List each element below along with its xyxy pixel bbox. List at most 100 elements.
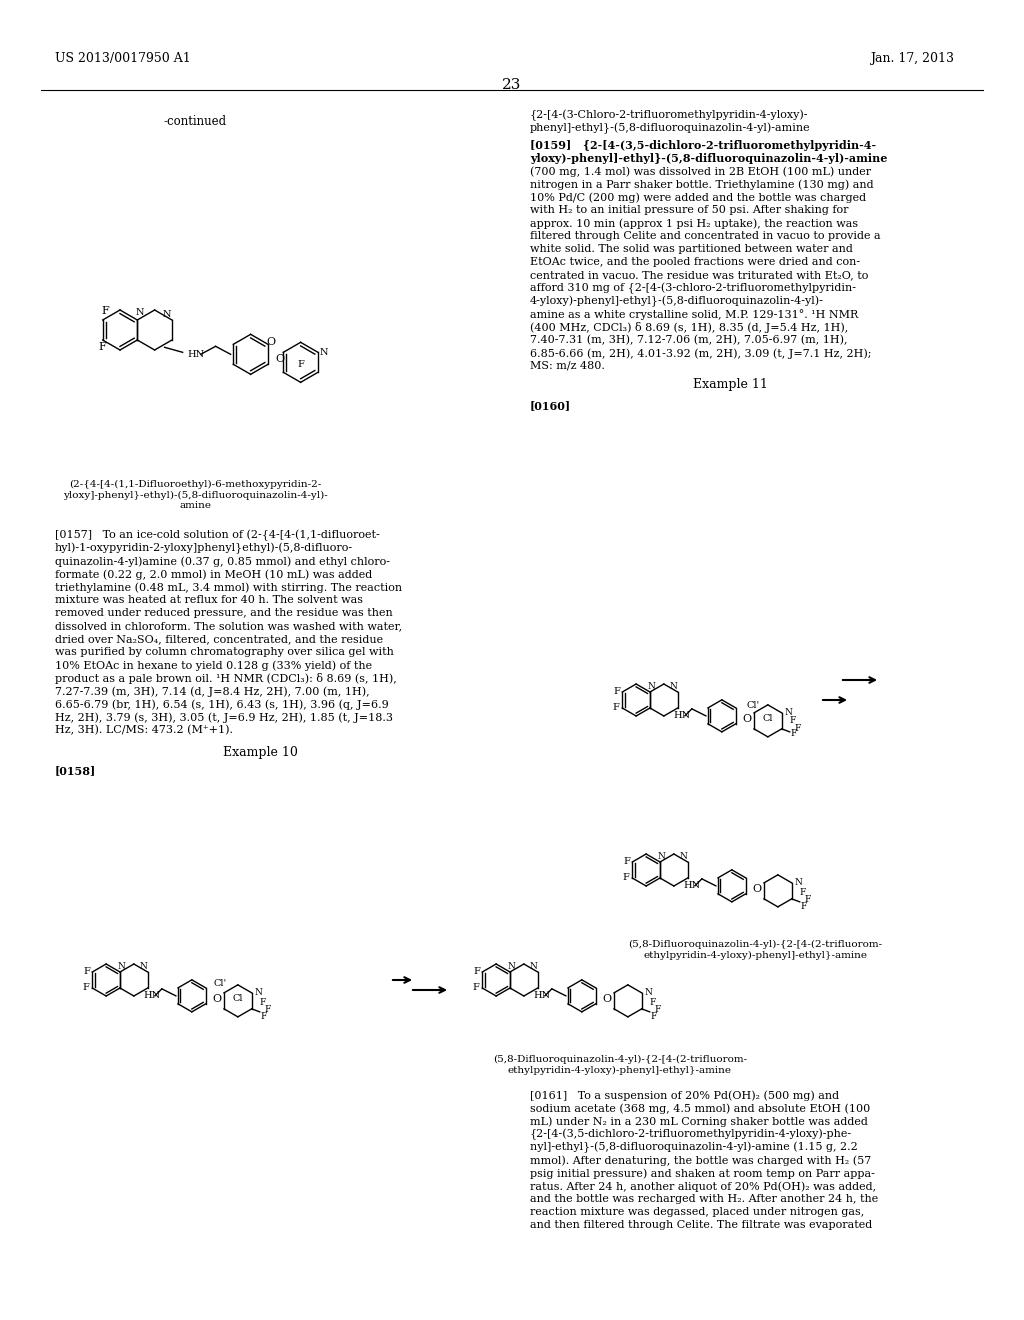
Text: N: N [163,310,171,319]
Text: yloxy)-phenyl]-ethyl}-(5,8-difluoroquinazolin-4-yl)-amine: yloxy)-phenyl]-ethyl}-(5,8-difluoroquina… [530,153,888,164]
Text: (2-{4-[4-(1,1-Difluoroethyl)-6-methoxypyridin-2-
yloxy]-phenyl}-ethyl)-(5,8-difl: (2-{4-[4-(1,1-Difluoroethyl)-6-methoxypy… [62,480,328,510]
Text: F: F [613,688,621,697]
Text: O: O [213,994,222,1003]
Text: mL) under N₂ in a 230 mL Corning shaker bottle was added: mL) under N₂ in a 230 mL Corning shaker … [530,1115,868,1126]
Text: Hz, 3H). LC/MS: 473.2 (M⁺+1).: Hz, 3H). LC/MS: 473.2 (M⁺+1). [55,725,233,735]
Text: quinazolin-4-yl)amine (0.37 g, 0.85 mmol) and ethyl chloro-: quinazolin-4-yl)amine (0.37 g, 0.85 mmol… [55,556,390,566]
Text: N: N [140,962,147,970]
Text: was purified by column chromatography over silica gel with: was purified by column chromatography ov… [55,647,394,657]
Text: hyl)-1-oxypyridin-2-yloxy]phenyl}ethyl)-(5,8-difluoro-: hyl)-1-oxypyridin-2-yloxy]phenyl}ethyl)-… [55,543,353,554]
Text: F: F [790,717,796,726]
Text: F: F [650,1012,657,1022]
Text: {2-[4-(3-Chloro-2-trifluoromethylpyridin-4-yloxy)-: {2-[4-(3-Chloro-2-trifluoromethylpyridin… [530,110,809,121]
Text: [0159]   {2-[4-(3,5-dichloro-2-trifluoromethylpyridin-4-: [0159] {2-[4-(3,5-dichloro-2-trifluorome… [530,140,877,150]
Text: F: F [83,983,90,993]
Text: with H₂ to an initial pressure of 50 psi. After shaking for: with H₂ to an initial pressure of 50 psi… [530,205,849,215]
Text: centrated in vacuo. The residue was triturated with Et₂O, to: centrated in vacuo. The residue was trit… [530,271,868,280]
Text: removed under reduced pressure, and the residue was then: removed under reduced pressure, and the … [55,609,393,618]
Text: ratus. After 24 h, another aliquot of 20% Pd(OH)₂ was added,: ratus. After 24 h, another aliquot of 20… [530,1181,877,1192]
Text: F: F [297,360,304,368]
Text: 10% EtOAc in hexane to yield 0.128 g (33% yield) of the: 10% EtOAc in hexane to yield 0.128 g (33… [55,660,372,671]
Text: {2-[4-(3,5-dichloro-2-trifluoromethylpyridin-4-yloxy)-phe-: {2-[4-(3,5-dichloro-2-trifluoromethylpyr… [530,1129,852,1140]
Text: O: O [275,354,285,364]
Text: dissolved in chloroform. The solution was washed with water,: dissolved in chloroform. The solution wa… [55,620,402,631]
Text: F: F [624,858,631,866]
Text: F: F [474,968,480,977]
Text: O: O [603,994,612,1003]
Text: 10% Pd/C (200 mg) were added and the bottle was charged: 10% Pd/C (200 mg) were added and the bot… [530,191,866,202]
Text: Example 10: Example 10 [222,746,297,759]
Text: N: N [135,308,144,317]
Text: reaction mixture was degassed, placed under nitrogen gas,: reaction mixture was degassed, placed un… [530,1206,864,1217]
Text: N: N [255,989,262,998]
Text: and the bottle was recharged with H₂. After another 24 h, the: and the bottle was recharged with H₂. Af… [530,1195,879,1204]
Text: and then filtered through Celite. The filtrate was evaporated: and then filtered through Celite. The fi… [530,1220,872,1230]
Text: HN: HN [674,711,691,721]
Text: Jan. 17, 2013: Jan. 17, 2013 [870,51,954,65]
Text: F: F [84,968,91,977]
Text: psig initial pressure) and shaken at room temp on Parr appa-: psig initial pressure) and shaken at roo… [530,1168,874,1179]
Text: [0161]   To a suspension of 20% Pd(OH)₂ (500 mg) and: [0161] To a suspension of 20% Pd(OH)₂ (5… [530,1090,839,1101]
Text: MS: m/z 480.: MS: m/z 480. [530,360,605,371]
Text: phenyl]-ethyl}-(5,8-difluoroquinazolin-4-yl)-amine: phenyl]-ethyl}-(5,8-difluoroquinazolin-4… [530,123,811,135]
Text: F: F [795,725,801,734]
Text: F: F [623,874,630,883]
Text: (5,8-Difluoroquinazolin-4-yl)-{2-[4-(2-trifluorom-
ethylpyridin-4-yloxy)-phenyl]: (5,8-Difluoroquinazolin-4-yl)-{2-[4-(2-t… [493,1055,748,1074]
Text: formate (0.22 g, 2.0 mmol) in MeOH (10 mL) was added: formate (0.22 g, 2.0 mmol) in MeOH (10 m… [55,569,373,579]
Text: N: N [508,962,516,970]
Text: 6.65-6.79 (br, 1H), 6.54 (s, 1H), 6.43 (s, 1H), 3.96 (q, J=6.9: 6.65-6.79 (br, 1H), 6.54 (s, 1H), 6.43 (… [55,700,389,710]
Text: N: N [648,681,655,690]
Text: sodium acetate (368 mg, 4.5 mmol) and absolute EtOH (100: sodium acetate (368 mg, 4.5 mmol) and ab… [530,1104,870,1114]
Text: F: F [265,1006,271,1014]
Text: HN: HN [187,350,205,359]
Text: (700 mg, 1.4 mol) was dissolved in 2B EtOH (100 mL) under: (700 mg, 1.4 mol) was dissolved in 2B Et… [530,166,871,177]
Text: 7.40-7.31 (m, 3H), 7.12-7.06 (m, 2H), 7.05-6.97 (m, 1H),: 7.40-7.31 (m, 3H), 7.12-7.06 (m, 2H), 7.… [530,335,848,346]
Text: N: N [645,989,652,998]
Text: US 2013/0017950 A1: US 2013/0017950 A1 [55,51,190,65]
Text: approx. 10 min (approx 1 psi H₂ uptake), the reaction was: approx. 10 min (approx 1 psi H₂ uptake),… [530,218,858,228]
Text: N: N [118,962,126,970]
Text: mmol). After denaturing, the bottle was charged with H₂ (57: mmol). After denaturing, the bottle was … [530,1155,871,1166]
Text: N: N [529,962,538,970]
Text: afford 310 mg of {2-[4-(3-chloro-2-trifluoromethylpyridin-: afford 310 mg of {2-[4-(3-chloro-2-trifl… [530,282,856,294]
Text: N: N [657,851,666,861]
Text: 7.27-7.39 (m, 3H), 7.14 (d, J=8.4 Hz, 2H), 7.00 (m, 1H),: 7.27-7.39 (m, 3H), 7.14 (d, J=8.4 Hz, 2H… [55,686,370,697]
Text: F: F [473,983,479,993]
Text: F: F [101,306,109,315]
Text: -continued: -continued [164,115,226,128]
Text: N: N [670,681,678,690]
Text: HN: HN [684,882,701,891]
Text: Cl': Cl' [213,979,226,989]
Text: F: F [649,998,656,1007]
Text: F: F [612,704,620,713]
Text: nitrogen in a Parr shaker bottle. Triethylamine (130 mg) and: nitrogen in a Parr shaker bottle. Trieth… [530,180,873,190]
Text: F: F [791,730,797,738]
Text: triethylamine (0.48 mL, 3.4 mmol) with stirring. The reaction: triethylamine (0.48 mL, 3.4 mmol) with s… [55,582,402,593]
Text: [0157]   To an ice-cold solution of (2-{4-[4-(1,1-difluoroet-: [0157] To an ice-cold solution of (2-{4-… [55,531,380,541]
Text: 23: 23 [503,78,521,92]
Text: N: N [795,878,803,887]
Text: white solid. The solid was partitioned between water and: white solid. The solid was partitioned b… [530,244,853,253]
Text: Hz, 2H), 3.79 (s, 3H), 3.05 (t, J=6.9 Hz, 2H), 1.85 (t, J=18.3: Hz, 2H), 3.79 (s, 3H), 3.05 (t, J=6.9 Hz… [55,711,393,722]
Text: N: N [784,709,793,717]
Text: Cl': Cl' [746,701,760,710]
Text: [0160]: [0160] [530,400,571,411]
Text: (400 MHz, CDCl₃) δ 8.69 (s, 1H), 8.35 (d, J=5.4 Hz, 1H),: (400 MHz, CDCl₃) δ 8.69 (s, 1H), 8.35 (d… [530,322,848,333]
Text: mixture was heated at reflux for 40 h. The solvent was: mixture was heated at reflux for 40 h. T… [55,595,362,605]
Text: F: F [805,895,811,904]
Text: HN: HN [534,991,551,1001]
Text: F: F [800,888,806,898]
Text: F: F [261,1012,267,1022]
Text: F: F [260,998,266,1007]
Text: 6.85-6.66 (m, 2H), 4.01-3.92 (m, 2H), 3.09 (t, J=7.1 Hz, 2H);: 6.85-6.66 (m, 2H), 4.01-3.92 (m, 2H), 3.… [530,348,871,359]
Text: Example 11: Example 11 [692,378,767,391]
Text: N: N [680,851,688,861]
Text: EtOAc twice, and the pooled fractions were dried and con-: EtOAc twice, and the pooled fractions we… [530,257,860,267]
Text: nyl]-ethyl}-(5,8-difluoroquinazolin-4-yl)-amine (1.15 g, 2.2: nyl]-ethyl}-(5,8-difluoroquinazolin-4-yl… [530,1142,858,1154]
Text: Cl: Cl [232,994,243,1003]
Text: (5,8-Difluoroquinazolin-4-yl)-{2-[4-(2-trifluorom-
ethylpyridin-4-yloxy)-phenyl]: (5,8-Difluoroquinazolin-4-yl)-{2-[4-(2-t… [628,940,882,960]
Text: dried over Na₂SO₄, filtered, concentrated, and the residue: dried over Na₂SO₄, filtered, concentrate… [55,634,383,644]
Text: O: O [266,338,275,347]
Text: F: F [801,903,807,911]
Text: N: N [319,348,329,356]
